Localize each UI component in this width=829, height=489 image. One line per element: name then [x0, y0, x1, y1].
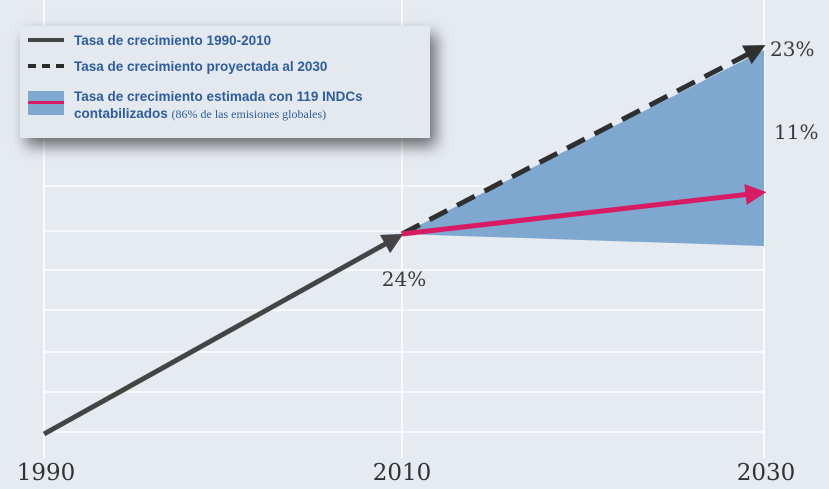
legend-label-indc-wrap: Tasa de crecimiento estimada con 119 IND… — [74, 88, 374, 123]
legend-label-indc: Tasa de crecimiento estimada con 119 IND… — [74, 89, 363, 121]
series-lines-layer — [42, 45, 767, 437]
annotation-23pct: 23% — [770, 37, 814, 61]
legend-item-indc: Tasa de crecimiento estimada con 119 IND… — [28, 88, 374, 123]
annotation-11pct: 11% — [774, 120, 818, 144]
value-labels: 24% 23% 11% — [382, 37, 819, 291]
series-line-projected-2030 — [400, 45, 766, 237]
annotation-24pct: 24% — [382, 267, 426, 291]
gridlines — [43, 0, 765, 458]
legend-swatch-band — [28, 91, 64, 115]
tick-label-1990: 1990 — [17, 460, 76, 486]
legend-label-projected: Tasa de crecimiento proyectada al 2030 — [74, 59, 328, 74]
indc-band-layer — [402, 50, 764, 247]
series-line-indc-estimate — [401, 184, 767, 237]
series-line-1990-2010 — [42, 233, 404, 437]
legend: Tasa de crecimiento 1990-2010 Tasa de cr… — [20, 26, 430, 138]
indc-range-band — [402, 50, 764, 247]
legend-item-historical: Tasa de crecimiento 1990-2010 — [28, 32, 271, 49]
legend-swatch-solid-line — [28, 38, 64, 42]
tick-label-2010: 2010 — [373, 460, 432, 486]
legend-note-indc: (86% de las emisiones globales) — [171, 107, 327, 121]
legend-swatch-dashed-line — [28, 64, 64, 68]
legend-item-projected: Tasa de crecimiento proyectada al 2030 — [28, 58, 327, 75]
tick-label-2030: 2030 — [737, 460, 796, 486]
x-tick-labels: 1990 2010 2030 — [17, 460, 796, 486]
legend-label-historical: Tasa de crecimiento 1990-2010 — [74, 33, 272, 48]
